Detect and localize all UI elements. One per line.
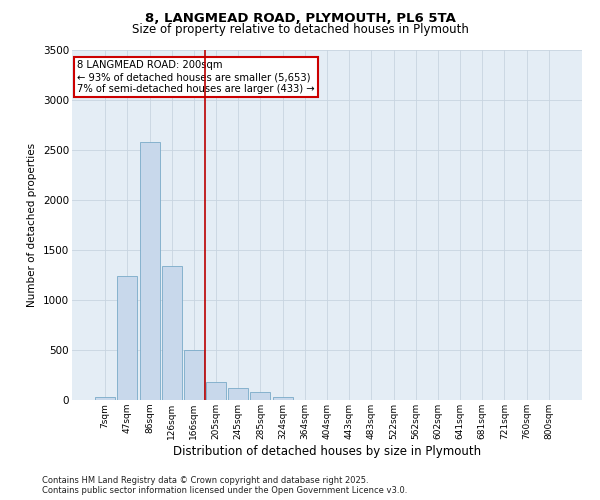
X-axis label: Distribution of detached houses by size in Plymouth: Distribution of detached houses by size … <box>173 444 481 458</box>
Text: 8, LANGMEAD ROAD, PLYMOUTH, PL6 5TA: 8, LANGMEAD ROAD, PLYMOUTH, PL6 5TA <box>145 12 455 26</box>
Bar <box>228 388 248 400</box>
Bar <box>118 276 137 400</box>
Text: Contains HM Land Registry data © Crown copyright and database right 2025.
Contai: Contains HM Land Registry data © Crown c… <box>42 476 407 495</box>
Bar <box>95 397 115 400</box>
Bar <box>250 392 271 400</box>
Bar <box>206 382 226 400</box>
Bar <box>184 350 204 400</box>
Bar <box>162 266 182 400</box>
Bar <box>272 397 293 400</box>
Y-axis label: Number of detached properties: Number of detached properties <box>28 143 37 307</box>
Bar <box>140 142 160 400</box>
Text: Size of property relative to detached houses in Plymouth: Size of property relative to detached ho… <box>131 22 469 36</box>
Text: 8 LANGMEAD ROAD: 200sqm
← 93% of detached houses are smaller (5,653)
7% of semi-: 8 LANGMEAD ROAD: 200sqm ← 93% of detache… <box>77 60 315 94</box>
